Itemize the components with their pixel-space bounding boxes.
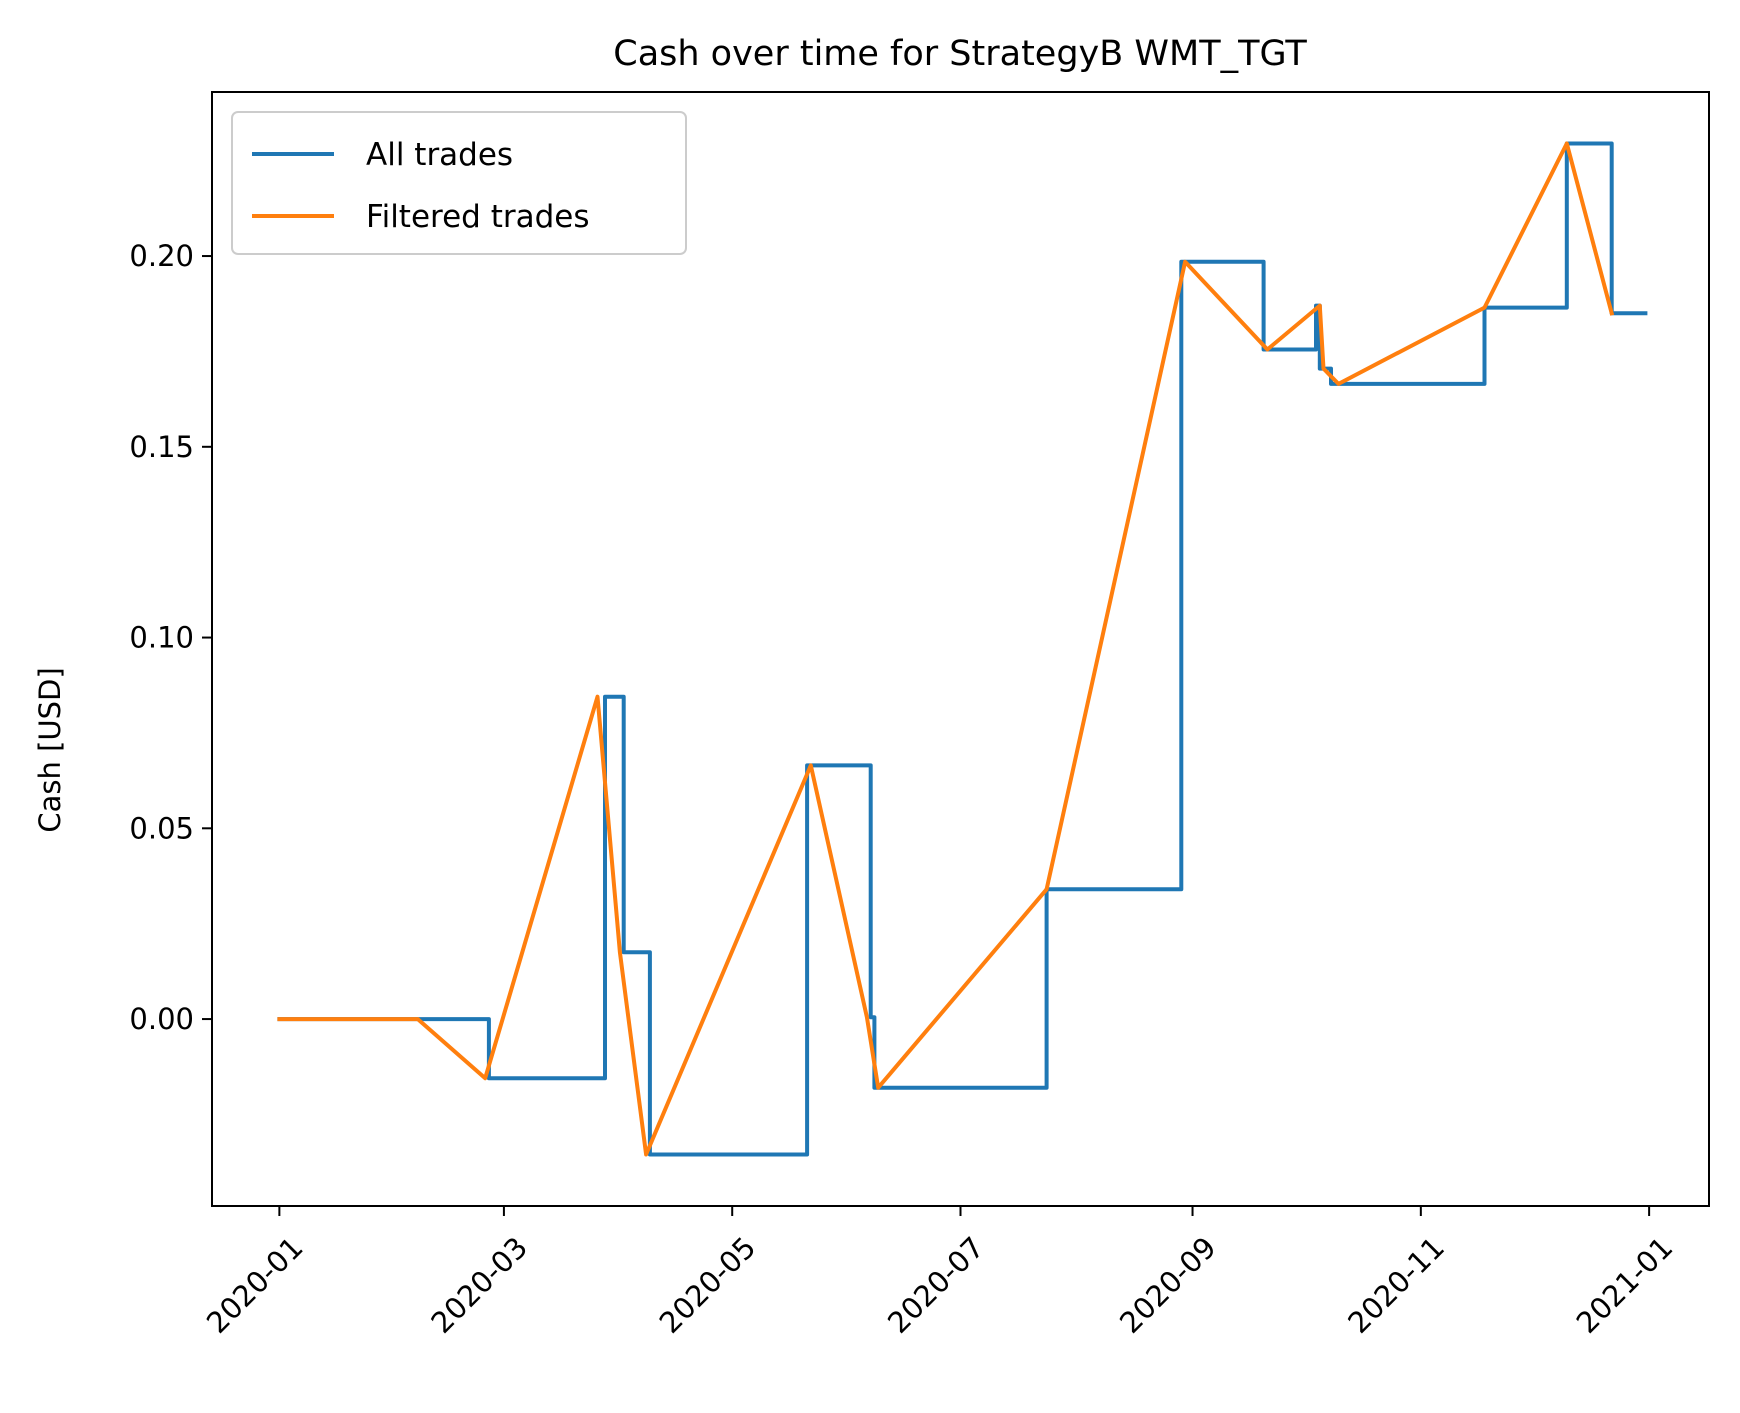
y-axis-label: Cash [USD] — [33, 667, 67, 832]
plot-frame — [211, 91, 1710, 1207]
y-tick-label: 0.05 — [129, 811, 194, 845]
series-line-2 — [277, 141, 1615, 1157]
legend-box — [231, 111, 687, 255]
y-tick-label: 0.00 — [129, 1002, 194, 1036]
y-tick-label: 0.15 — [129, 430, 194, 464]
plot-area — [277, 141, 1648, 1157]
y-axis: 0.00 0.05 0.10 0.15 0.20 — [129, 239, 212, 1036]
x-tick-label: 2020-03 — [424, 1230, 534, 1340]
legend-label-1: All trades — [366, 137, 513, 173]
x-tick-label: 2021-01 — [1570, 1230, 1680, 1340]
legend: All trades Filtered trades — [231, 111, 687, 255]
x-tick-label: 2020-01 — [200, 1230, 310, 1340]
x-tick-label: 2020-05 — [653, 1230, 763, 1340]
legend-label-2: Filtered trades — [366, 199, 590, 235]
x-tick-label: 2020-09 — [1113, 1230, 1223, 1340]
series-line-1 — [277, 141, 1648, 1157]
y-tick-label: 0.20 — [129, 239, 194, 273]
x-tick-label: 2020-11 — [1341, 1230, 1451, 1340]
x-axis: 2020-01 2020-03 2020-05 2020-07 2020-09 2020-… — [200, 1206, 1679, 1340]
x-tick-label: 2020-07 — [881, 1230, 991, 1340]
y-tick-label: 0.10 — [129, 621, 194, 655]
chart-title: Cash over time for StrategyB WMT_TGT — [613, 34, 1307, 74]
